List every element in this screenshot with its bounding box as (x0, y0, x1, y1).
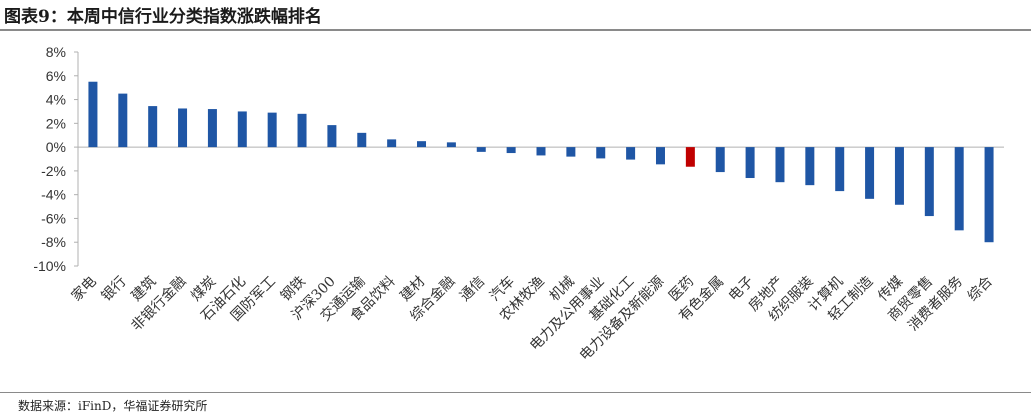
bar-layer (88, 81, 994, 243)
bar-24 (775, 147, 785, 183)
category-label: 通信 (457, 274, 488, 305)
y-tick-label: -10% (33, 258, 66, 274)
bar-11 (387, 139, 397, 148)
category-label: 综合 (965, 274, 996, 305)
bar-31 (984, 147, 994, 243)
bar-9 (327, 125, 337, 148)
y-tick-label: 0% (46, 139, 66, 155)
axis-layer: 8% 6% 4% 2% 0% -2% -4% -6% -8% -10% (33, 44, 1004, 274)
source-note: 数据来源：iFinD，华福证券研究所 (18, 399, 208, 413)
bar-7 (267, 112, 277, 148)
bar-29 (924, 147, 934, 217)
bar-12 (417, 141, 427, 148)
category-label: 家电 (68, 273, 100, 305)
bar-4 (178, 108, 188, 148)
bar-13 (446, 142, 456, 148)
bar-18 (596, 147, 606, 159)
bar-22 (715, 147, 725, 173)
bar-25 (805, 147, 815, 186)
source-divider (0, 392, 1031, 393)
y-tick-label: 2% (46, 115, 66, 131)
bar-15 (506, 147, 516, 154)
bar-3 (148, 106, 158, 148)
bar-23 (745, 147, 755, 179)
title-divider (0, 29, 1031, 31)
bar-14 (476, 147, 486, 152)
bar-26 (835, 147, 845, 192)
y-tick-label: -6% (41, 210, 66, 226)
bar-27 (865, 147, 875, 199)
label-layer: 家电银行建筑非银行金融煤炭石油石化国防军工钢铁沪深300交通运输食品饮料建材综合… (68, 273, 996, 364)
y-tick-label: -2% (41, 163, 66, 179)
bar-6 (237, 111, 247, 148)
y-tick-label: 6% (46, 68, 66, 84)
bar-21 (685, 147, 695, 167)
bar-19 (626, 147, 636, 160)
y-tick-label: -4% (41, 187, 66, 203)
bar-28 (894, 147, 904, 205)
y-tick-label: 4% (46, 92, 66, 108)
bar-16 (536, 147, 546, 156)
bar-10 (357, 132, 367, 148)
bar-30 (954, 147, 964, 231)
y-tick-label: 8% (46, 44, 66, 60)
y-tick-label: -8% (41, 234, 66, 250)
bar-1 (88, 81, 98, 148)
bar-20 (655, 147, 665, 165)
bar-5 (207, 109, 217, 148)
bar-2 (118, 93, 128, 148)
bar-17 (566, 147, 576, 157)
chart-title: 图表9：本周中信行业分类指数涨跌幅排名 (4, 7, 322, 27)
bar-8 (297, 113, 307, 148)
category-label: 银行 (99, 274, 130, 305)
